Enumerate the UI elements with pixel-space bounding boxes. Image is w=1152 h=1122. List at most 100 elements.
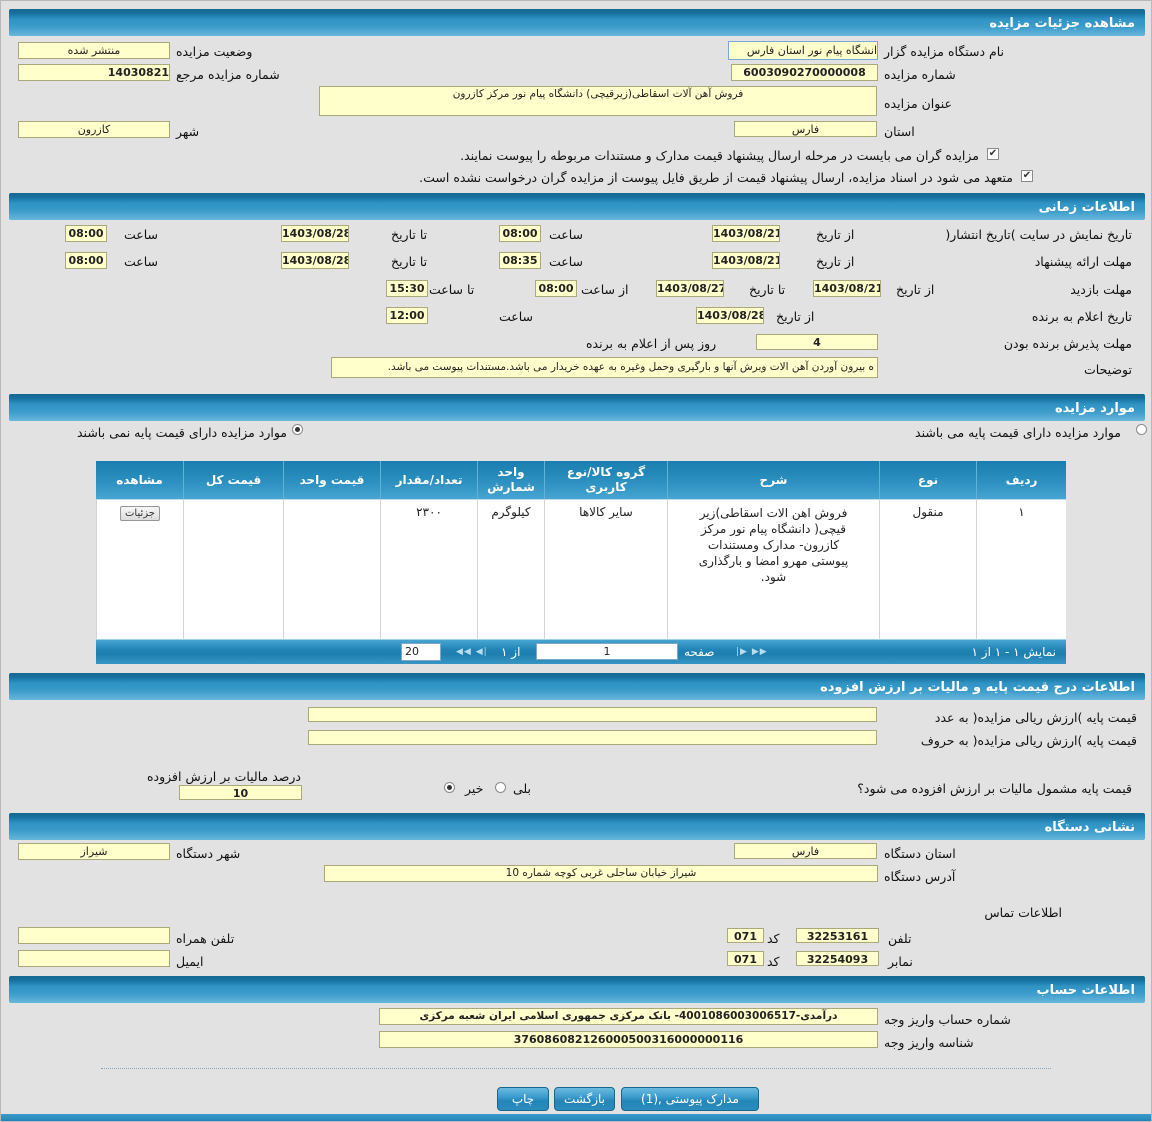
attached-docs-button[interactable]: مدارک پیوستی ,(1) xyxy=(621,1087,759,1111)
phone-field[interactable]: 32253161 xyxy=(796,928,879,943)
winner-from-label: از تاریخ xyxy=(776,309,815,324)
org-name-field[interactable]: انشگاه پیام نور استان فارس xyxy=(728,41,878,60)
ref-number-label: شماره مزایده مرجع xyxy=(176,67,280,82)
vat-yes-radio[interactable] xyxy=(495,782,506,793)
visit-to-date-field[interactable]: 1403/08/27 xyxy=(656,280,724,297)
table-row: ۱ منقول فروش اهن الات اسقاطی)زیر قیچی( د… xyxy=(96,499,1066,639)
pager-page-input[interactable]: 1 xyxy=(536,643,678,660)
description-label: توضیحات xyxy=(1084,362,1132,377)
pager-summary: نمایش ۱ - ۱ از ۱ xyxy=(971,645,1056,659)
section-header-items: موارد مزایده xyxy=(9,394,1145,421)
vat-question-label: قیمت پایه مشمول مالیات بر ارزش افزوده می… xyxy=(857,781,1132,796)
base-price-numeric-field[interactable] xyxy=(308,707,877,722)
items-with-base-price-radio[interactable] xyxy=(1136,424,1147,435)
visit-from-time-field[interactable]: 08:00 xyxy=(535,280,577,297)
status-field[interactable]: منتشر شده xyxy=(18,42,170,59)
fax-label: نمابر xyxy=(888,954,913,969)
col-header-desc: شرح xyxy=(667,461,879,499)
deposit-id-label: شناسه واریز وجه xyxy=(884,1035,974,1050)
org-address-field[interactable]: شیراز خیابان ساحلی غربی کوچه شماره 10 xyxy=(324,865,878,882)
offer-from-date-field[interactable]: 1403/08/21 xyxy=(712,252,780,269)
fax-field[interactable]: 32254093 xyxy=(796,951,879,966)
pager-page-label: صفحه xyxy=(684,645,715,659)
phone-label: تلفن xyxy=(888,931,912,946)
items-without-base-price-label: موارد مزایده دارای قیمت پایه نمی باشند xyxy=(77,425,287,440)
offer-to-label: تا تاریخ xyxy=(391,254,428,269)
winner-date-field[interactable]: 1403/08/28 xyxy=(696,307,764,324)
col-header-unit: واحد شمارش xyxy=(477,461,544,499)
items-without-base-price-radio[interactable] xyxy=(292,424,303,435)
org-address-label: آدرس دستگاه xyxy=(884,869,956,884)
account-number-label: شماره حساب واریز وجه xyxy=(884,1012,1011,1027)
col-header-row: ردیف xyxy=(976,461,1066,499)
vat-no-radio[interactable] xyxy=(444,782,455,793)
details-button[interactable]: جزئیات xyxy=(120,506,160,521)
visit-to-time-label: تا ساعت xyxy=(429,282,475,297)
mobile-field[interactable] xyxy=(18,927,170,944)
winner-time-label: ساعت xyxy=(499,309,534,324)
org-province-field[interactable]: فارس xyxy=(734,843,877,859)
offer-to-date-field[interactable]: 1403/08/28 xyxy=(281,252,349,269)
fax-code-label: کد xyxy=(767,954,780,969)
publish-from-date-field[interactable]: 1403/08/21 xyxy=(712,225,780,242)
fax-code-field[interactable]: 071 xyxy=(727,951,764,966)
section-header-account: اطلاعات حساب xyxy=(9,976,1145,1003)
no-price-file-checkbox[interactable] xyxy=(1021,170,1033,182)
table-pager: نمایش ۱ - ۱ از ۱ ▶▶ ▶| صفحه 1 از ۱ |◀ ◀◀… xyxy=(96,639,1066,664)
org-name-label: نام دستگاه مزایده گزار xyxy=(884,44,1005,59)
vat-percent-field[interactable]: 10 xyxy=(179,785,302,800)
pager-prev-icons[interactable]: |◀ ◀◀ xyxy=(456,647,488,657)
accept-deadline-suffix: روز پس از اعلام به برنده xyxy=(586,336,717,351)
visit-from-date-field[interactable]: 1403/08/21 xyxy=(813,280,881,297)
cell-group: سایر کالاها xyxy=(544,499,667,639)
attach-docs-checkbox[interactable] xyxy=(987,148,999,160)
offer-to-time-field[interactable]: 08:00 xyxy=(65,252,107,269)
visit-deadline-label: مهلت بازدید xyxy=(1070,282,1132,297)
section-header-time: اطلاعات زمانی xyxy=(9,193,1145,220)
offer-from-time-field[interactable]: 08:35 xyxy=(499,252,541,269)
cell-view: جزئیات xyxy=(96,499,183,639)
offer-from-time-label: ساعت xyxy=(549,254,584,269)
visit-to-time-field[interactable]: 15:30 xyxy=(386,280,428,297)
items-table: ردیف نوع شرح گروه کالا/نوع کاربری واحد ش… xyxy=(96,461,1066,639)
cell-unit: کیلوگرم xyxy=(477,499,544,639)
winner-time-field[interactable]: 12:00 xyxy=(386,307,428,324)
ref-number-field[interactable]: 14030821 xyxy=(18,64,170,81)
cell-qty: ۲۳۰۰ xyxy=(380,499,477,639)
status-label: وضعیت مزایده xyxy=(176,44,253,59)
pager-page-size-select[interactable]: 20 xyxy=(401,643,441,661)
phone-code-field[interactable]: 071 xyxy=(727,928,764,943)
email-field[interactable] xyxy=(18,950,170,967)
province-field[interactable]: فارس xyxy=(734,121,877,137)
accept-days-field[interactable]: 4 xyxy=(756,334,878,350)
account-number-field[interactable]: درآمدی-4001086003006517- بانک مرکزی جمهو… xyxy=(379,1008,878,1025)
offer-deadline-label: مهلت ارائه پیشنهاد xyxy=(1034,254,1132,269)
org-city-field[interactable]: شیراز xyxy=(18,843,170,860)
publish-from-time-field[interactable]: 08:00 xyxy=(499,225,541,242)
col-header-group: گروه کالا/نوع کاربری xyxy=(544,461,667,499)
visit-from-label: از تاریخ xyxy=(896,282,935,297)
org-city-label: شهر دستگاه xyxy=(176,846,241,861)
province-label: استان xyxy=(884,124,915,139)
pager-next-icons[interactable]: ▶▶ ▶| xyxy=(736,647,768,657)
vat-percent-label: درصد مالیات بر ارزش افزوده xyxy=(146,769,301,784)
description-field[interactable]: ه بیرون آوردن آهن الات وبرش آنها و بارگی… xyxy=(331,357,878,378)
publish-to-time-field[interactable]: 08:00 xyxy=(65,225,107,242)
auction-number-field[interactable]: 6003090270000008 xyxy=(731,64,878,81)
auction-title-label: عنوان مزایده xyxy=(884,96,952,111)
print-button[interactable]: چاپ xyxy=(497,1087,549,1111)
base-price-text-field[interactable] xyxy=(308,730,877,745)
city-field[interactable]: کازرون xyxy=(18,121,170,138)
cell-row-index: ۱ xyxy=(976,499,1066,639)
deposit-id-field[interactable]: 376086082126000500316000000116 xyxy=(379,1031,878,1048)
col-header-unit-price: قیمت واحد xyxy=(283,461,380,499)
auction-title-field[interactable]: فروش آهن آلات اسقاطی(زیرقیچی) دانشگاه پی… xyxy=(319,86,877,116)
back-button[interactable]: بازگشت xyxy=(554,1087,615,1111)
cell-desc: فروش اهن الات اسقاطی)زیر قیچی( دانشگاه پ… xyxy=(667,499,879,639)
publish-to-date-field[interactable]: 1403/08/28 xyxy=(281,225,349,242)
phone-code-label: کد xyxy=(767,931,780,946)
section-header-vat: اطلاعات درج قیمت پایه و مالیات بر ارزش ا… xyxy=(9,673,1145,700)
base-price-numeric-label: قیمت پایه )ارزش ریالی مزایده( به عدد xyxy=(934,710,1137,725)
pager-of-label: از ۱ xyxy=(501,645,521,659)
mobile-label: تلفن همراه xyxy=(176,931,235,946)
